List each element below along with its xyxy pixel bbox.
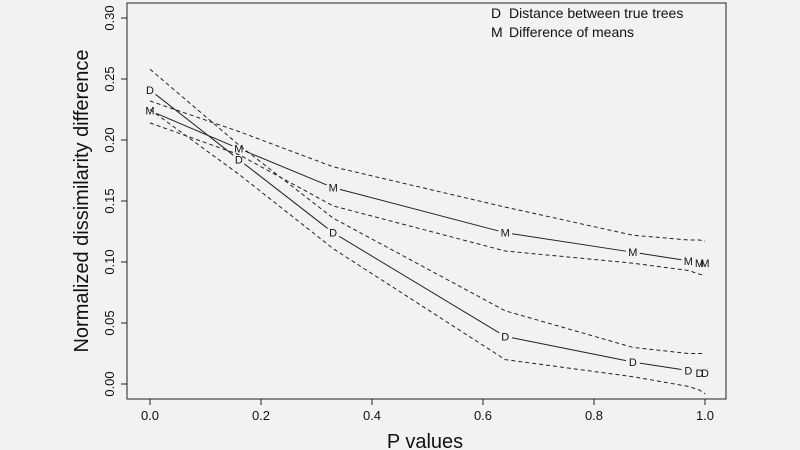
y-tick-label: 0.20 (102, 127, 117, 152)
series-d-segment (639, 362, 682, 371)
series-d-lower-band (149, 109, 706, 395)
axes: 0.0 0.2 0.4 0.6 0.8 1.0 0.00 0.05 0.10 0.15 0.20 0.… (102, 5, 714, 423)
series-d-segment (244, 163, 328, 229)
series-d-point: D (146, 85, 154, 97)
legend-label-d: Distance between true trees (509, 5, 683, 21)
series-m-point: M (684, 256, 693, 268)
series-m-point: M (329, 183, 338, 195)
series-m-point: M (145, 106, 154, 118)
y-tick-label: 0.10 (102, 249, 117, 274)
x-tick-label: 0.2 (252, 408, 270, 423)
legend: D Distance between true trees M Differen… (491, 5, 683, 40)
series-m-point: M (700, 258, 709, 270)
legend-symbol-d: D (491, 5, 501, 21)
series-m-point: M (234, 144, 243, 156)
series-d-point: D (684, 366, 692, 378)
x-axis-title: P values (387, 431, 463, 450)
y-tick-label: 0.30 (102, 5, 117, 30)
series-m-segment (245, 150, 327, 186)
series-d-upper-band (149, 68, 705, 354)
series-m-lower-band (149, 122, 706, 276)
x-tick-label: 0.8 (585, 408, 603, 423)
series-d-point: D (235, 155, 243, 167)
legend-label-m: Difference of means (509, 24, 634, 40)
series-d-point: D (629, 357, 637, 369)
y-tick-label: 0.05 (102, 310, 117, 335)
series-d-segment (338, 235, 500, 334)
series-d-segment (511, 337, 627, 362)
series-d-point: D (701, 368, 709, 380)
series-lines (155, 93, 682, 371)
y-tick-label: 0.00 (102, 371, 117, 396)
y-tick-label: 0.15 (102, 188, 117, 213)
x-tick-label: 1.0 (696, 408, 714, 423)
x-tick-label: 0.4 (363, 408, 381, 423)
confidence-bands (149, 68, 706, 395)
series-m-segment (156, 113, 233, 147)
series-m-segment (639, 252, 682, 261)
series-m-point: M (695, 258, 704, 270)
series-m-point: M (628, 247, 637, 259)
x-tick-label: 0.0 (141, 408, 159, 423)
x-tick-label: 0.6 (474, 408, 492, 423)
legend-symbol-m: M (491, 24, 503, 40)
y-axis-title: Normalized dissimilarity difference (71, 49, 93, 352)
y-tick-label: 0.25 (102, 66, 117, 91)
series-m-segment (512, 233, 627, 252)
series-m-point: M (501, 228, 510, 240)
plot-frame (126, 2, 727, 400)
series-d-point: D (329, 228, 337, 240)
series-d-segment (155, 93, 234, 156)
series-m-upper-band (149, 100, 706, 242)
series-d-point: D (695, 368, 703, 380)
series-d-point: D (501, 331, 509, 343)
series-m-segment (339, 188, 499, 232)
